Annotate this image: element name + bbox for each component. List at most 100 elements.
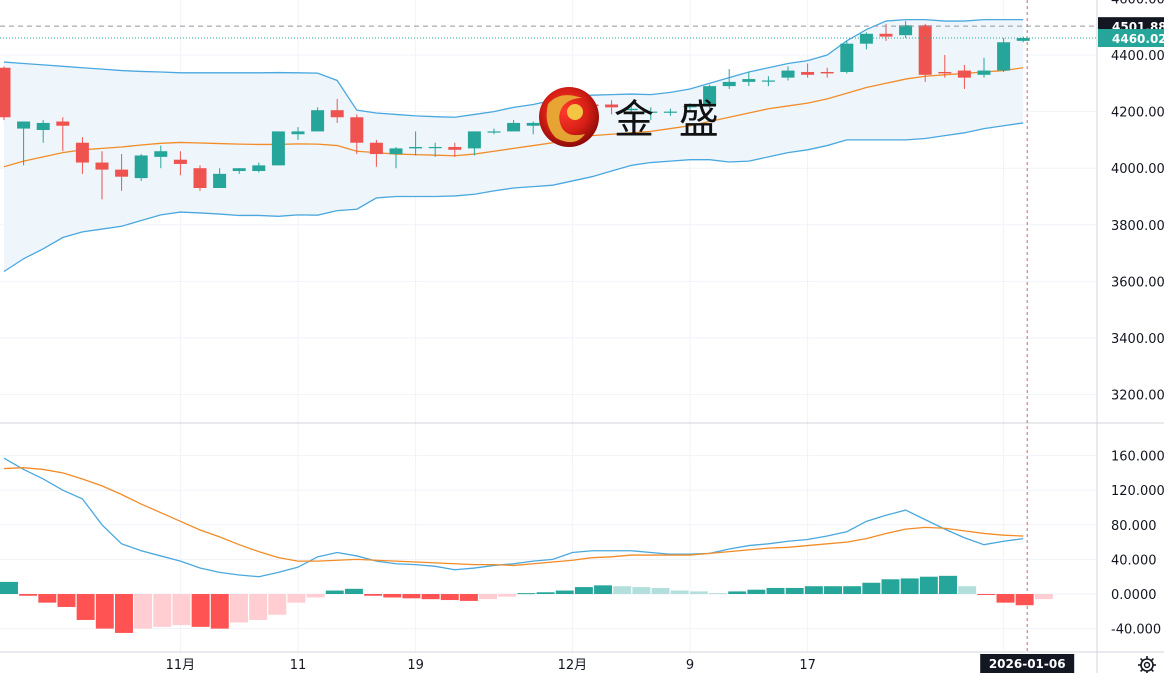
macd-histogram-bar xyxy=(153,594,172,627)
macd-y-tick-label: 120.000 xyxy=(1111,484,1164,499)
macd-histogram-bar xyxy=(1034,594,1053,600)
macd-histogram-bar xyxy=(766,587,785,594)
macd-histogram-bar xyxy=(843,586,862,594)
candle-body xyxy=(859,33,873,44)
y-tick-label: 3800.00 xyxy=(1111,219,1164,234)
candle-body xyxy=(0,67,11,118)
candle-body xyxy=(781,70,795,78)
candle-body xyxy=(291,131,305,135)
macd-histogram-bar xyxy=(114,594,133,633)
macd-histogram-bar xyxy=(459,594,478,601)
macd-histogram-bar xyxy=(19,594,38,596)
macd-histogram-bar xyxy=(670,590,689,594)
candle-body xyxy=(311,110,325,132)
macd-histogram-bar xyxy=(421,594,440,600)
candle-body xyxy=(134,155,148,179)
macd-histogram-bar xyxy=(536,592,555,594)
candle-body xyxy=(977,70,991,75)
price-pane xyxy=(0,0,1097,652)
candle-body xyxy=(271,131,285,166)
macd-histogram-bar xyxy=(229,594,248,623)
axis-right: 4600.00 4400.00 4200.00 4000.00 3800.00 3600.… xyxy=(1098,0,1164,638)
macd-histogram-bar xyxy=(440,594,459,601)
macd-histogram-bar xyxy=(996,594,1015,603)
x-tick-label: 11 xyxy=(290,658,307,673)
candle-body xyxy=(683,105,697,108)
y-tick-label: 3200.00 xyxy=(1111,389,1164,404)
macd-histogram-bar xyxy=(574,587,593,594)
macd-histogram-bar xyxy=(172,594,191,626)
x-tick-label: 19 xyxy=(407,658,424,673)
candle-body xyxy=(173,159,187,164)
y-tick-label: 4400.00 xyxy=(1111,49,1164,64)
macd-histogram-bar xyxy=(747,589,766,594)
macd-histogram-bar xyxy=(479,594,498,600)
macd-histogram-bar xyxy=(344,588,363,594)
date-badge-label: 2026-01-06 xyxy=(989,657,1066,671)
x-tick-label: 17 xyxy=(799,658,816,673)
macd-histogram-bar xyxy=(594,585,613,594)
candle-body xyxy=(997,42,1011,71)
candle-body xyxy=(75,142,89,163)
macd-histogram-bar xyxy=(249,594,268,620)
macd-histogram-bar xyxy=(306,594,325,598)
y-tick-label: 3600.00 xyxy=(1111,275,1164,290)
macd-histogram-bar xyxy=(287,594,306,603)
macd-histogram-bar xyxy=(728,591,747,594)
candle-body xyxy=(193,168,207,189)
bollinger-mid-line xyxy=(3,67,1024,168)
candle-body xyxy=(722,81,736,87)
logo-watermark: 金 盛 xyxy=(539,87,725,147)
macd-y-tick-label: 40.000 xyxy=(1111,553,1157,568)
macd-histogram-bar xyxy=(95,594,114,629)
x-tick-label: 12月 xyxy=(558,658,588,673)
macd-histogram-bar xyxy=(651,587,670,594)
macd-histogram-bar xyxy=(632,587,651,594)
macd-histogram-bar xyxy=(555,590,574,594)
macd-histogram-bar xyxy=(268,594,287,615)
bollinger-lower-line xyxy=(3,122,1024,273)
candle-body xyxy=(369,142,383,155)
macd-histogram-bar xyxy=(862,582,881,594)
macd-histogram-bar xyxy=(939,575,957,594)
candle-body xyxy=(663,111,677,113)
candle-body xyxy=(232,168,246,172)
macd-histogram-bar xyxy=(709,593,728,595)
macd-histogram-bar xyxy=(0,581,18,594)
macd-histogram-bar xyxy=(785,587,804,594)
bollinger-band-fill xyxy=(4,19,1024,272)
y-tick-label: 3400.00 xyxy=(1111,332,1164,347)
candle-body xyxy=(703,86,717,106)
macd-y-tick-label: 160.000 xyxy=(1111,450,1164,465)
axis-bottom: 11月111912月91722026-01-06 xyxy=(166,654,1075,673)
candle-body xyxy=(820,71,834,74)
macd-histogram-bar xyxy=(689,591,708,594)
candle-body xyxy=(154,151,168,157)
candle-body xyxy=(115,169,129,177)
macd-dea-line xyxy=(3,467,1024,567)
macd-histogram-bar xyxy=(57,594,76,607)
candle-body xyxy=(526,122,540,126)
candle-body xyxy=(1016,38,1030,41)
candle-body xyxy=(252,165,266,172)
gear-icon[interactable] xyxy=(1138,656,1156,673)
candle-body xyxy=(389,148,403,155)
date-badge xyxy=(980,654,1075,673)
macd-y-tick-label: 80.000 xyxy=(1111,519,1157,534)
logo-text: 金 盛 xyxy=(614,97,725,143)
candle-body xyxy=(605,104,619,108)
macd-histogram-bar xyxy=(38,594,57,603)
macd-histogram-bar xyxy=(958,586,977,594)
candle-body xyxy=(95,162,109,170)
candle-body xyxy=(761,80,775,82)
candle-body xyxy=(957,70,971,78)
macd-histogram-bar xyxy=(498,594,517,597)
macd-histogram-bar xyxy=(325,590,344,594)
candle-body xyxy=(428,146,442,149)
candle-body xyxy=(350,117,364,143)
macd-histogram-bar xyxy=(134,594,153,629)
macd-histogram-bar xyxy=(881,579,900,594)
macd-histogram-bar xyxy=(919,576,938,594)
macd-histogram-bar xyxy=(191,594,210,627)
